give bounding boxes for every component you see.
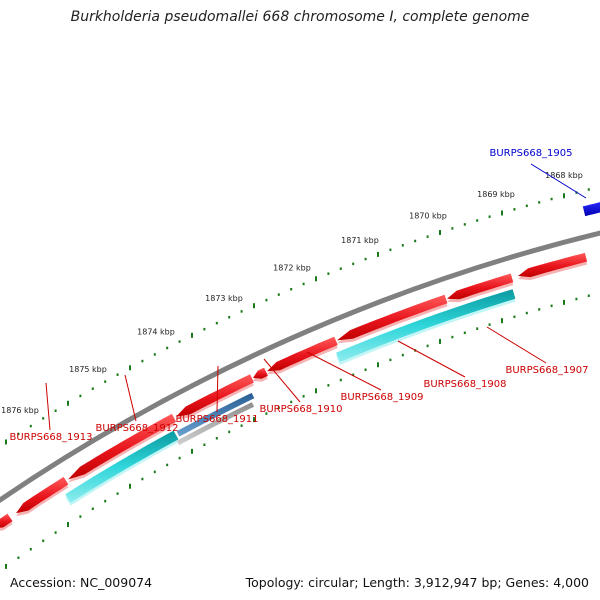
- map-title: Burkholderia pseudomallei 668 chromosome…: [70, 9, 530, 25]
- gene-label: BURPS668_1909: [340, 392, 423, 403]
- gene-leader-line: [263, 358, 301, 403]
- gene-feature: [176, 392, 255, 437]
- gene-label: BURPS668_1911: [175, 414, 258, 425]
- gene-leader-line: [216, 365, 219, 413]
- topology-text: Topology: circular; Length: 3,912,947 bp…: [245, 575, 589, 590]
- cds-feature: [337, 294, 448, 341]
- kbp-label: 1874 kbp: [137, 328, 175, 337]
- kbp-label-group: 1876 kbp 1875 kbp 1874 kbp 1873 kbp 1872 kbp…: [1, 171, 583, 415]
- gene-label: BURPS668_1912: [95, 423, 178, 434]
- cds-feature: [267, 336, 338, 372]
- cds-feature: [447, 273, 514, 300]
- kbp-label: 1871 kbp: [341, 236, 379, 245]
- kbp-label: 1872 kbp: [273, 263, 311, 272]
- kbp-label: 1870 kbp: [409, 212, 447, 221]
- outer-scale-ticks: [5, 188, 590, 445]
- gene-label: BURPS668_1910: [259, 404, 342, 415]
- gene-leader-line: [530, 163, 587, 199]
- kbp-label: 1868 kbp: [545, 171, 583, 180]
- gene-leader-line: [486, 326, 547, 364]
- cds-feature: [253, 367, 268, 379]
- chromosome-backbone: [0, 230, 600, 504]
- gene-label: BURPS668_1905: [489, 148, 572, 159]
- gene-feature: [176, 402, 255, 446]
- gene-leader-line: [45, 382, 51, 431]
- gene-feature: [336, 289, 516, 362]
- cds-feature: [68, 413, 177, 480]
- gene-label: BURPS668_1907: [505, 365, 588, 376]
- gene-label: BURPS668_1908: [423, 379, 506, 390]
- kbp-label: 1869 kbp: [477, 190, 515, 199]
- cds-feature: [176, 374, 254, 417]
- kbp-label: 1873 kbp: [205, 294, 243, 303]
- kbp-label: 1875 kbp: [69, 365, 107, 374]
- gene-leader-line: [306, 351, 382, 391]
- gene-label: BURPS668_1913: [9, 432, 92, 443]
- feature-track: [0, 202, 600, 531]
- cds-feature: [518, 252, 588, 278]
- gene-label-group: BURPS668_1905BURPS668_1907BURPS668_1908B…: [9, 148, 588, 443]
- cds-feature: [0, 513, 13, 528]
- inner-scale-ticks: [5, 294, 590, 569]
- gene-feature: [65, 430, 179, 503]
- highlighted-feature: [582, 202, 600, 217]
- gene-leader-line: [397, 340, 466, 378]
- cds-feature: [16, 476, 69, 514]
- accession-text: Accession: NC_009074: [10, 575, 153, 590]
- gene-leader-line: [124, 374, 137, 422]
- kbp-label: 1876 kbp: [1, 406, 39, 415]
